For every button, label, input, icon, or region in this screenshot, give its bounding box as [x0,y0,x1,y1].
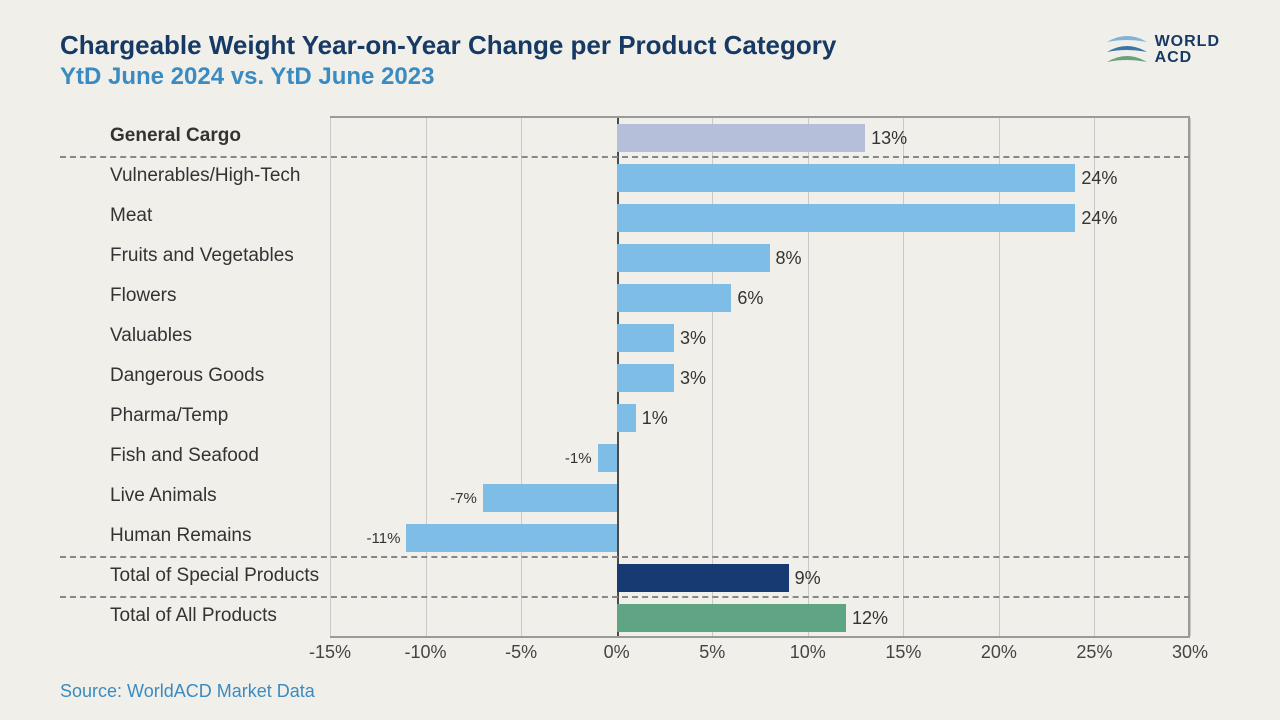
bar-value-label: -1% [565,450,592,467]
bar-row: -1% [330,438,1188,478]
x-tick-label: 20% [981,642,1017,663]
category-label: Flowers [60,285,177,307]
category-label: Valuables [60,325,192,347]
x-tick-label: 10% [790,642,826,663]
bar [617,244,770,272]
bar-value-label: 1% [642,408,668,429]
bar [617,284,732,312]
bar [598,444,617,472]
x-tick-label: -10% [405,642,447,663]
bar-value-label: 6% [737,288,763,309]
bar-row: 3% [330,318,1188,358]
bar [617,604,846,632]
title-main: Chargeable Weight Year-on-Year Change pe… [60,30,1105,61]
section-divider [60,596,1190,598]
x-tick-label: 15% [885,642,921,663]
bar-row: 24% [330,158,1188,198]
x-axis: -15%-10%-5%0%5%10%15%20%25%30% [330,636,1190,664]
title-sub: YtD June 2024 vs. YtD June 2023 [60,63,1105,91]
bar-value-label: 24% [1081,168,1117,189]
bar-row: 6% [330,278,1188,318]
logo-text-line1: WORLD [1155,34,1220,50]
gridline [1190,118,1191,636]
bar-value-label: -7% [450,490,477,507]
bar-row: 12% [330,598,1188,638]
bar-row: 1% [330,398,1188,438]
category-label: General Cargo [60,125,241,147]
bar [617,564,789,592]
category-label: Fish and Seafood [60,445,259,467]
bar [617,124,865,152]
bar-row: 8% [330,238,1188,278]
logo-text-line2: ACD [1155,50,1220,66]
bar-row: 13% [330,118,1188,158]
category-labels: General Cargo Vulnerables/High-Tech Meat Fr… [60,116,330,636]
x-tick-label: -15% [309,642,351,663]
bar-value-label: 13% [871,128,907,149]
bar [406,524,616,552]
bar-value-label: 3% [680,368,706,389]
bar-row: -11% [330,518,1188,558]
bar [617,204,1076,232]
chart-header: Chargeable Weight Year-on-Year Change pe… [60,30,1220,91]
category-label: Dangerous Goods [60,365,264,387]
chart-area: General Cargo Vulnerables/High-Tech Meat Fr… [60,116,1220,671]
bar-value-label: -11% [367,530,401,547]
category-label: Pharma/Temp [60,405,228,427]
category-label: Meat [60,205,152,227]
category-label: Total of All Products [60,605,277,627]
bar-value-label: 24% [1081,208,1117,229]
category-label: Total of Special Products [60,565,319,587]
bar [483,484,617,512]
bar-row: 24% [330,198,1188,238]
bar-row: 9% [330,558,1188,598]
bar [617,364,674,392]
bar-row: 3% [330,358,1188,398]
x-tick-label: 25% [1076,642,1112,663]
x-tick-label: 5% [699,642,725,663]
x-tick-label: 30% [1172,642,1208,663]
bar-value-label: 8% [776,248,802,269]
source-text: Source: WorldACD Market Data [60,681,315,702]
worldacd-logo: WORLD ACD [1105,30,1220,70]
bar [617,164,1076,192]
category-label: Fruits and Vegetables [60,245,294,267]
category-label: Live Animals [60,485,217,507]
bar-value-label: 12% [852,608,888,629]
plot-area: 13% 24% 24% 8% 6% 3% 3% 1% -1% -7% -11% 9% 12% [330,116,1190,636]
x-tick-label: 0% [604,642,630,663]
section-divider [60,156,1190,158]
section-divider [60,556,1190,558]
category-label: Vulnerables/High-Tech [60,165,300,187]
globe-icon [1105,30,1149,70]
bar-value-label: 3% [680,328,706,349]
x-tick-label: -5% [505,642,537,663]
bar [617,324,674,352]
bar-row: -7% [330,478,1188,518]
category-label: Human Remains [60,525,252,547]
bar-value-label: 9% [795,568,821,589]
bar [617,404,636,432]
